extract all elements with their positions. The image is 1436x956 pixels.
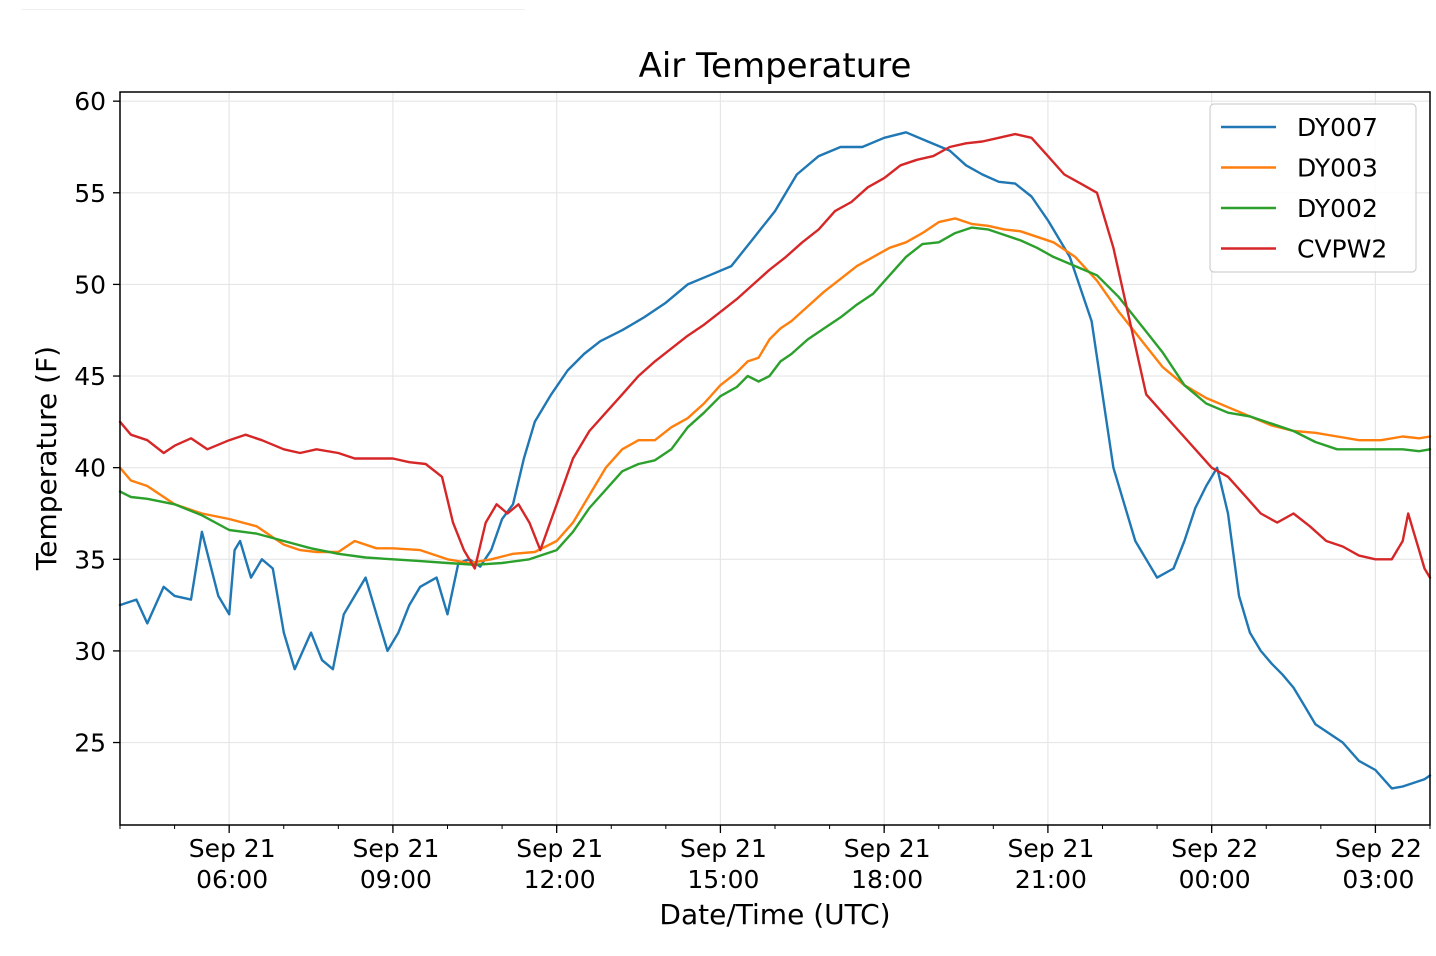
y-tick-label: 45	[74, 362, 106, 391]
y-tick-label: 50	[74, 270, 106, 299]
x-tick-label-date: Sep 21	[189, 834, 276, 863]
y-axis-label: Temperature (F)	[30, 346, 63, 571]
y-tick-label: 40	[74, 454, 106, 483]
x-tick-label-date: Sep 21	[516, 834, 603, 863]
legend-label-cvpw2: CVPW2	[1297, 235, 1387, 264]
legend-box	[1209, 103, 1417, 273]
x-tick-label-date: Sep 22	[1335, 834, 1422, 863]
series-lines	[118, 131, 1432, 790]
series-line-dy002	[118, 226, 1432, 566]
legend: DY007 DY003 DY002 CVPW2	[1209, 103, 1417, 273]
x-tick-label-time: 09:00	[360, 865, 432, 894]
y-tick-label: 60	[74, 87, 106, 116]
grid-lines	[120, 92, 1430, 825]
x-tick-label-date: Sep 21	[844, 834, 931, 863]
x-tick-label-time: 15:00	[687, 865, 759, 894]
top-divider	[22, 9, 525, 10]
x-axis-label: Date/Time (UTC)	[659, 898, 890, 931]
x-tick-label-date: Sep 22	[1171, 834, 1258, 863]
x-tick-label-date: Sep 21	[680, 834, 767, 863]
legend-label-dy003: DY003	[1297, 154, 1378, 183]
legend-label-dy002: DY002	[1297, 194, 1378, 223]
x-tick-label-time: 00:00	[1179, 865, 1251, 894]
y-axis: 25 30 35 40 45 50 55 60	[74, 87, 120, 758]
x-tick-label-time: 12:00	[524, 865, 596, 894]
chart-title: Air Temperature	[639, 46, 912, 86]
y-tick-label: 25	[74, 729, 106, 758]
x-tick-label-date: Sep 21	[352, 834, 439, 863]
x-tick-label-time: 06:00	[196, 865, 268, 894]
x-tick-label-time: 18:00	[851, 865, 923, 894]
y-tick-label: 35	[74, 545, 106, 574]
series-line-dy007	[118, 131, 1432, 790]
y-tick-label: 30	[74, 637, 106, 666]
series-line-dy003	[118, 217, 1432, 565]
y-tick-label: 55	[74, 179, 106, 208]
x-tick-label-date: Sep 21	[1007, 834, 1094, 863]
x-tick-label-time: 21:00	[1015, 865, 1087, 894]
x-tick-label-time: 03:00	[1342, 865, 1414, 894]
legend-label-dy007: DY007	[1297, 113, 1378, 142]
series-line-cvpw2	[118, 132, 1432, 579]
